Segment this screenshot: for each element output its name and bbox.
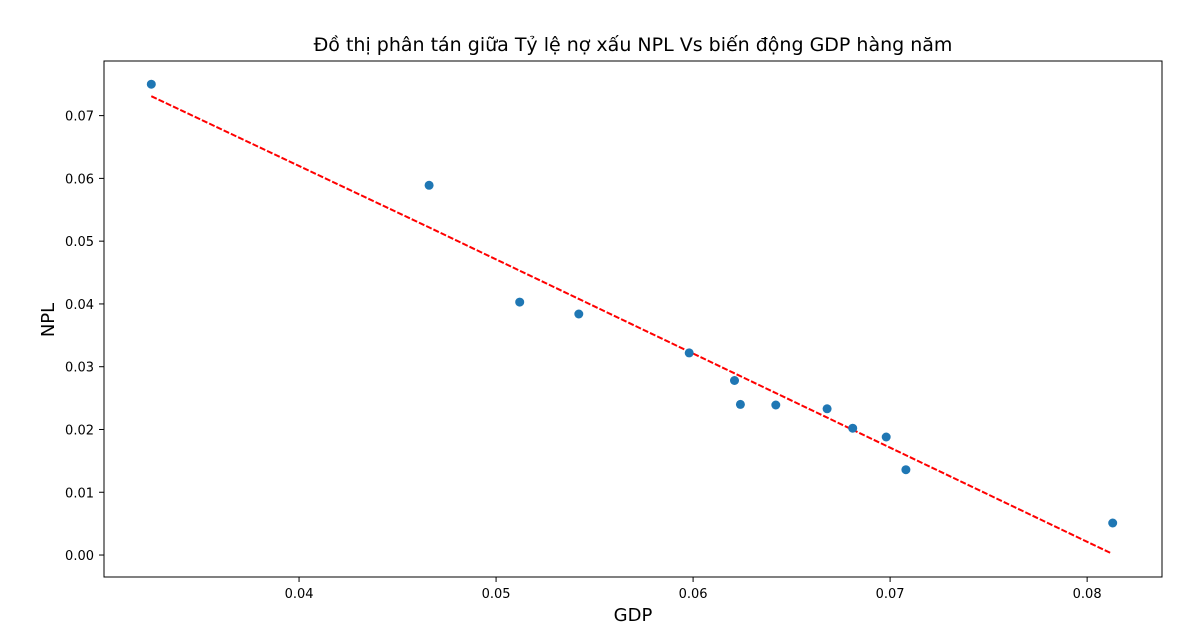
scatter-point [424, 180, 434, 190]
scatter-point [881, 432, 891, 442]
y-tick-label: 0.04 [65, 298, 94, 313]
x-tick-label: 0.08 [1073, 587, 1102, 602]
chart-title: Đồ thị phân tán giữa Tỷ lệ nợ xấu NPL Vs… [314, 34, 953, 56]
y-tick-label: 0.05 [65, 235, 94, 250]
plot-area [103, 60, 1163, 578]
plot-frame [103, 60, 1163, 578]
y-axis-ticks: 0.00 0.01 0.02 0.03 0.04 0.05 0.06 0.07 [65, 110, 104, 564]
scatter-point [735, 399, 745, 409]
scatter-point [822, 404, 832, 414]
scatter-point [146, 79, 156, 89]
x-tick-label: 0.07 [876, 587, 905, 602]
scatter-point [574, 309, 584, 319]
y-tick-label: 0.06 [65, 172, 94, 187]
scatter-point [771, 400, 781, 410]
y-tick-label: 0.01 [65, 486, 94, 501]
y-tick-label: 0.07 [65, 110, 94, 125]
x-tick-label: 0.05 [482, 587, 511, 602]
x-axis-label: GDP [614, 605, 653, 626]
x-tick-label: 0.04 [285, 587, 314, 602]
regression-line [150, 95, 1112, 555]
y-tick-label: 0.03 [65, 361, 94, 376]
y-axis-label: NPL [38, 303, 59, 337]
scatter-point [1108, 518, 1118, 528]
x-tick-label: 0.06 [679, 587, 708, 602]
scatter-point [730, 376, 739, 385]
scatter-point [515, 297, 525, 307]
scatter-point [901, 465, 911, 475]
x-axis-ticks: 0.04 0.05 0.06 0.07 0.08 [285, 577, 1102, 602]
scatter-point [684, 348, 694, 358]
y-tick-label: 0.02 [65, 423, 94, 438]
y-tick-label: 0.00 [65, 549, 94, 564]
scatter-point [848, 423, 858, 433]
